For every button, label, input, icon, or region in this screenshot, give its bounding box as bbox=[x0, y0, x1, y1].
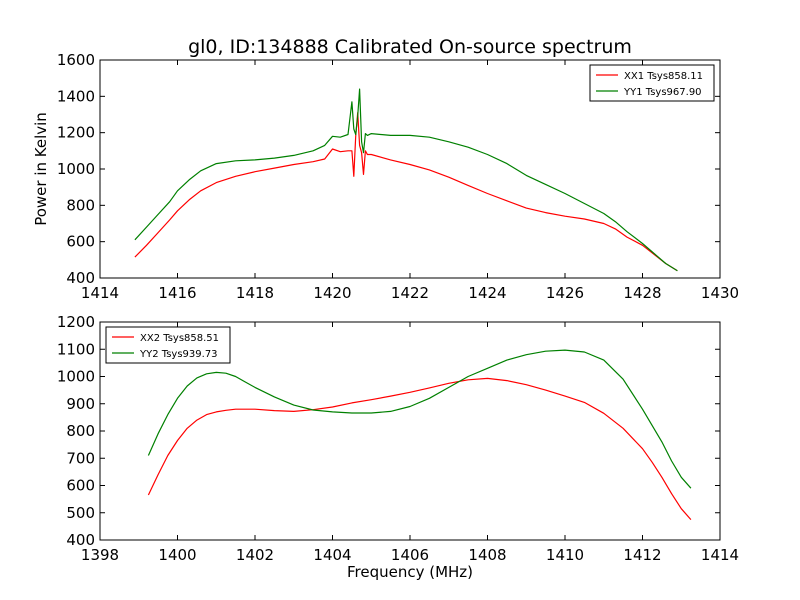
bottom-y-tick-label: 800 bbox=[66, 422, 95, 440]
bottom-x-tick-label: 1406 bbox=[391, 546, 429, 564]
bottom-x-tick-label: 1408 bbox=[468, 546, 506, 564]
bottom-x-tick-label: 1400 bbox=[158, 546, 196, 564]
top-x-tick-label: 1420 bbox=[313, 284, 351, 302]
bottom-x-tick-label: 1402 bbox=[236, 546, 274, 564]
bottom-y-tick-label: 1100 bbox=[57, 340, 95, 358]
top-x-tick-label: 1414 bbox=[81, 284, 119, 302]
top-x-tick-label: 1416 bbox=[158, 284, 196, 302]
bottom-y-tick-label: 500 bbox=[66, 504, 95, 522]
bottom-y-tick-label: 900 bbox=[66, 395, 95, 413]
top-series-line-1 bbox=[134, 112, 678, 272]
bottom-y-tick-label: 400 bbox=[66, 531, 95, 549]
bottom-x-tick-label: 1398 bbox=[81, 546, 119, 564]
top-x-tick-label: 1426 bbox=[546, 284, 584, 302]
bottom-x-tick-label: 1414 bbox=[701, 546, 739, 564]
bottom-x-tick-label: 1410 bbox=[546, 546, 584, 564]
bottom-series-line-2 bbox=[147, 349, 692, 489]
bottom-legend: XX2 Tsys858.51 YY2 Tsys939.73 bbox=[105, 326, 231, 364]
figure-title: gl0, ID:134888 Calibrated On-source spec… bbox=[188, 36, 632, 58]
top-y-tick-label: 1000 bbox=[57, 160, 95, 178]
x-axis-label: Frequency (MHz) bbox=[347, 563, 473, 581]
y-axis-label: Power in Kelvin bbox=[32, 112, 50, 226]
bottom-legend-label-1: XX2 Tsys858.51 bbox=[140, 333, 219, 344]
bottom-legend-box bbox=[105, 326, 231, 364]
top-y-tick-label: 1600 bbox=[57, 51, 95, 69]
bottom-y-tick-label: 600 bbox=[66, 477, 95, 495]
bottom-y-tick-label: 1200 bbox=[57, 313, 95, 331]
top-y-tick-label: 400 bbox=[66, 269, 95, 287]
top-x-tick-label: 1422 bbox=[391, 284, 429, 302]
bottom-legend-label-2: YY2 Tsys939.73 bbox=[139, 349, 218, 360]
bottom-series-layer bbox=[147, 349, 692, 520]
top-series-layer bbox=[134, 88, 678, 272]
top-legend: XX1 Tsys858.11 YY1 Tsys967.90 bbox=[589, 64, 715, 102]
top-y-tick-label: 800 bbox=[66, 196, 95, 214]
top-y-tick-label: 1200 bbox=[57, 124, 95, 142]
top-x-tick-label: 1428 bbox=[623, 284, 661, 302]
bottom-panel: 1398 1400 1402 1404 1406 1408 1410 1412 1414 400 5… bbox=[57, 313, 739, 564]
top-y-tick-label: 1400 bbox=[57, 87, 95, 105]
top-x-tick-label: 1424 bbox=[468, 284, 506, 302]
top-series-line-2 bbox=[134, 88, 678, 272]
bottom-ticks-layer: 1398 1400 1402 1404 1406 1408 1410 1412 1414 400 5… bbox=[57, 313, 739, 564]
top-x-tick-label: 1430 bbox=[701, 284, 739, 302]
bottom-series-line-1 bbox=[147, 377, 692, 520]
bottom-y-tick-label: 1000 bbox=[57, 368, 95, 386]
bottom-x-tick-label: 1412 bbox=[623, 546, 661, 564]
top-y-tick-label: 600 bbox=[66, 233, 95, 251]
bottom-y-tick-label: 700 bbox=[66, 449, 95, 467]
top-legend-box bbox=[589, 64, 715, 102]
top-legend-label-1: XX1 Tsys858.11 bbox=[624, 71, 703, 82]
top-ticks-layer: 1414 1416 1418 1420 1422 1424 1426 1428 1430 400 6… bbox=[57, 51, 739, 302]
top-legend-label-2: YY1 Tsys967.90 bbox=[623, 87, 702, 98]
top-x-tick-label: 1418 bbox=[236, 284, 274, 302]
bottom-x-tick-label: 1404 bbox=[313, 546, 351, 564]
top-panel: 1414 1416 1418 1420 1422 1424 1426 1428 1430 400 6… bbox=[57, 51, 739, 302]
